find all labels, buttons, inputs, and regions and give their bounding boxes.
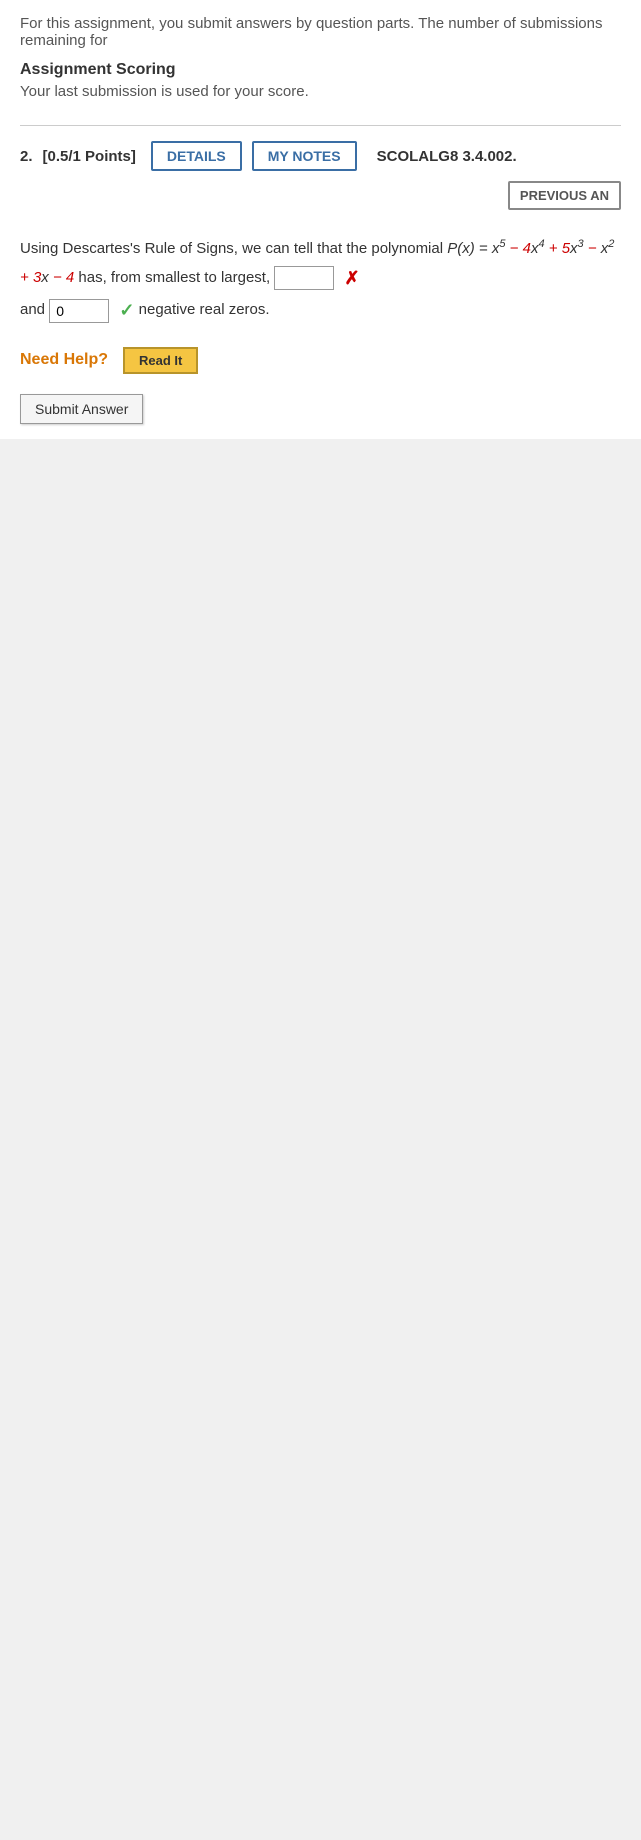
- correct-icon: ✓: [119, 300, 134, 320]
- term4-exp: 2: [608, 238, 614, 250]
- answer-input-1[interactable]: [274, 266, 334, 290]
- question-suffix: has, from smallest to largest,: [78, 269, 274, 286]
- question-points: [0.5/1 Points]: [43, 148, 136, 165]
- text-negative: negative real zeros.: [139, 302, 270, 319]
- read-it-button[interactable]: Read It: [123, 347, 198, 374]
- question-block: 2. [0.5/1 Points] DETAILS MY NOTES SCOLA…: [20, 125, 621, 424]
- text-and: and: [20, 302, 49, 319]
- incorrect-icon: ✗: [344, 268, 359, 288]
- need-help-row: Need Help? Read It: [20, 347, 621, 374]
- term6-const: 4: [66, 269, 74, 286]
- poly-arg: x: [462, 240, 470, 257]
- previous-answers-button[interactable]: PREVIOUS AN: [508, 181, 621, 210]
- poly-func: P: [447, 240, 457, 257]
- question-number: 2.: [20, 148, 33, 165]
- term2-sign: −: [506, 240, 523, 257]
- intro-text: For this assignment, you submit answers …: [20, 15, 621, 49]
- term2-coef: 4: [523, 240, 531, 257]
- need-help-label: Need Help?: [20, 351, 108, 369]
- term3-sign: +: [545, 240, 562, 257]
- scoring-title: Assignment Scoring: [20, 61, 621, 79]
- submit-answer-button[interactable]: Submit Answer: [20, 394, 143, 424]
- term4-sign: −: [584, 240, 601, 257]
- answer-input-2[interactable]: [49, 299, 109, 323]
- scoring-subtitle: Your last submission is used for your sc…: [20, 83, 621, 100]
- term6-sign: −: [49, 269, 66, 286]
- question-prefix: Using Descartes's Rule of Signs, we can …: [20, 240, 447, 257]
- term5-sign: +: [20, 269, 33, 286]
- details-button[interactable]: DETAILS: [151, 141, 242, 171]
- term3-var: x: [570, 240, 578, 257]
- reference-code: SCOLALG8 3.4.002.: [377, 148, 517, 165]
- question-header: 2. [0.5/1 Points] DETAILS MY NOTES SCOLA…: [20, 141, 621, 210]
- poly-eq: =: [475, 240, 492, 257]
- my-notes-button[interactable]: MY NOTES: [252, 141, 357, 171]
- term3-coef: 5: [562, 240, 570, 257]
- question-text: Using Descartes's Rule of Signs, we can …: [20, 235, 621, 327]
- term5-var: x: [41, 269, 49, 286]
